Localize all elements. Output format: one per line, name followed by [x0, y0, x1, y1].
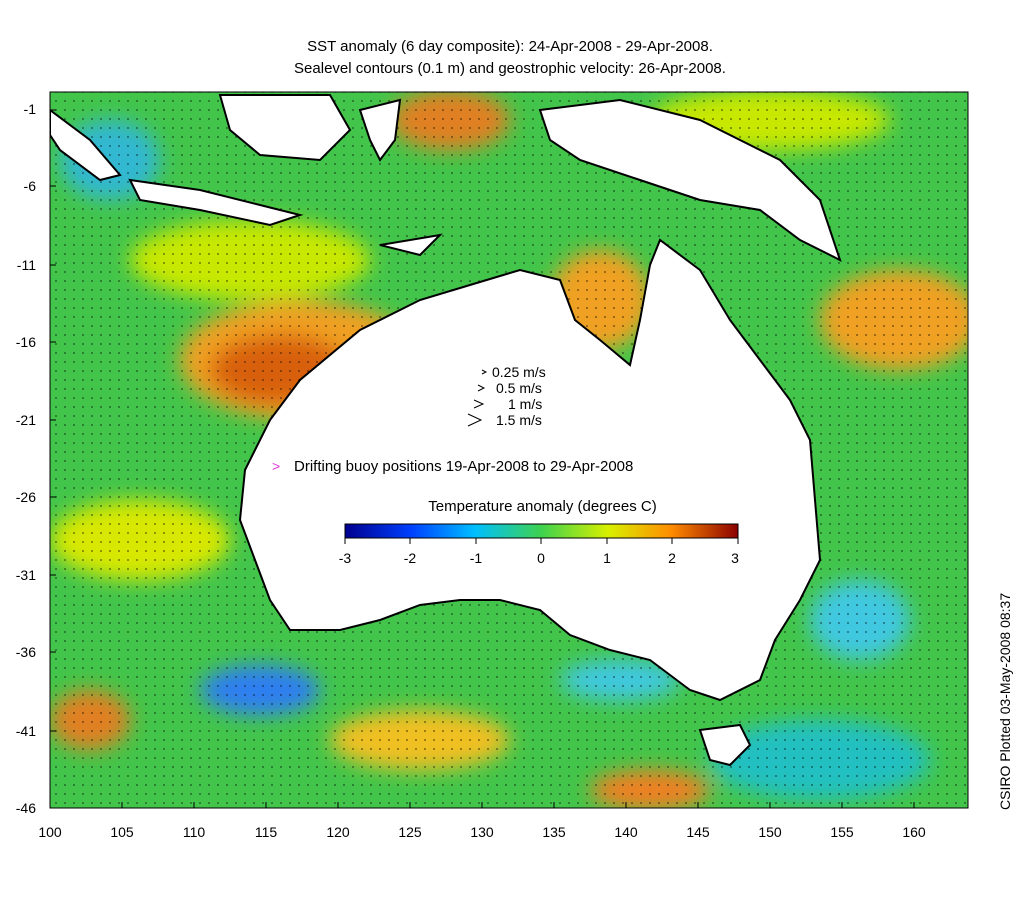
x-tick-label: 135 — [542, 824, 566, 840]
x-tick-label: 130 — [470, 824, 494, 840]
velocity-legend-label: 1 m/s — [508, 396, 543, 412]
sulawesi-landmass — [358, 98, 402, 162]
x-tick-label: 140 — [614, 824, 638, 840]
y-tick-label: -21 — [15, 412, 36, 428]
axis-ticks — [50, 109, 915, 808]
credit-text: CSIRO Plotted 03-May-2008 08:37 — [997, 592, 1013, 810]
borneo-landmass — [218, 94, 352, 162]
colorbar — [344, 523, 739, 539]
x-tick-label: 110 — [182, 824, 206, 840]
y-tick-label: -31 — [15, 567, 36, 583]
buoy-legend-label: Drifting buoy positions 19-Apr-2008 to 2… — [294, 458, 634, 475]
colorbar-tick-label: -1 — [469, 550, 483, 566]
y-tick-label: -46 — [15, 800, 36, 816]
velocity-legend-arrows — [467, 369, 488, 427]
colorbar-tick-label: 2 — [668, 550, 676, 566]
velocity-legend-label: 1.5 m/s — [496, 412, 542, 428]
y-tick-label: -41 — [15, 723, 36, 739]
y-tick-label: -26 — [15, 489, 36, 505]
colorbar-tick-label: 1 — [603, 550, 611, 566]
y-tick-label: -36 — [15, 644, 36, 660]
colorbar-tick-label: 3 — [731, 550, 739, 566]
velocity-legend-label: 0.25 m/s — [492, 364, 546, 380]
colorbar-tick-label: -3 — [338, 550, 352, 566]
new-guinea-landmass — [538, 98, 842, 262]
x-tick-label: 160 — [902, 824, 926, 840]
x-tick-label: 105 — [110, 824, 134, 840]
plot-frame — [49, 91, 969, 809]
velocity-legend-label: 0.5 m/s — [496, 380, 542, 396]
colorbar-tick-label: 0 — [537, 550, 545, 566]
colorbar-title: Temperature anomaly (degrees C) — [428, 498, 657, 515]
buoy-marker-icon: > — [272, 458, 281, 474]
colorbar-tick-label: -2 — [403, 550, 417, 566]
x-tick-label: 100 — [38, 824, 62, 840]
x-tick-label: 120 — [326, 824, 350, 840]
x-tick-label: 155 — [830, 824, 854, 840]
x-tick-label: 145 — [686, 824, 710, 840]
y-tick-label: -6 — [23, 178, 36, 194]
y-tick-label: -11 — [16, 257, 36, 273]
australia-landmass — [238, 238, 822, 702]
tasmania-landmass — [698, 723, 752, 767]
sumatra-landmass — [50, 108, 122, 182]
x-tick-label: 115 — [254, 824, 278, 840]
map-title-line-1: SST anomaly (6 day composite): 24-Apr-20… — [307, 38, 713, 55]
y-tick-label: -1 — [23, 101, 36, 117]
java-landmass — [128, 178, 304, 227]
y-tick-label: -16 — [15, 334, 36, 350]
timor-landmass — [379, 233, 443, 257]
x-tick-label: 125 — [398, 824, 422, 840]
map-title-line-2: Sealevel contours (0.1 m) and geostrophi… — [294, 60, 726, 77]
x-tick-label: 150 — [758, 824, 782, 840]
